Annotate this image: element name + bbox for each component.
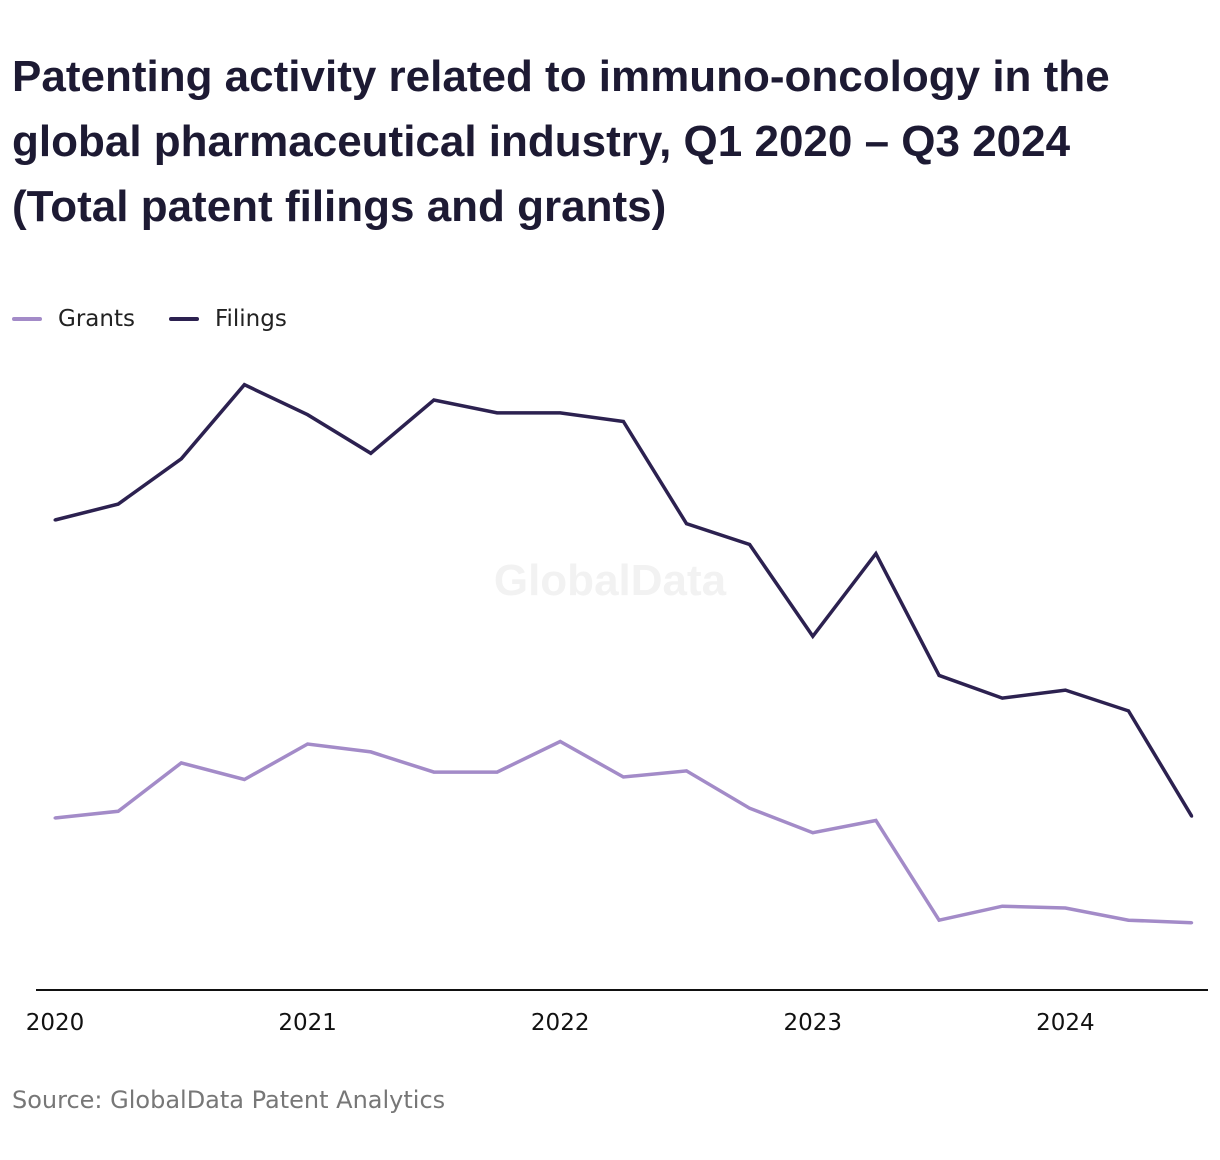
data-point-grants [1000, 904, 1004, 908]
legend-label-filings: Filings [214, 306, 287, 332]
legend-item-filings: Filings [168, 306, 287, 332]
data-point-grants [621, 775, 625, 779]
series-line-grants [54, 739, 1192, 925]
data-point-grants [811, 831, 815, 835]
legend-swatch-grants [12, 317, 42, 321]
data-point-filings [748, 543, 752, 546]
x-tick-label: 2022 [531, 1010, 590, 1036]
legend-swatch-filings [168, 317, 199, 321]
x-tick-label: 2024 [1036, 1010, 1095, 1036]
data-point-filings [116, 502, 120, 506]
source-note: Source: GlobalData Patent Analytics [12, 1086, 446, 1114]
x-tick-label: 2023 [784, 1010, 843, 1036]
data-point-filings [432, 398, 436, 402]
data-point-filings [621, 420, 625, 423]
data-point-grants [306, 742, 310, 746]
x-tick-label: 2021 [278, 1010, 337, 1036]
data-point-filings [811, 634, 815, 638]
data-point-grants [369, 750, 373, 754]
data-point-grants [432, 770, 436, 774]
legend-label-grants: Grants [58, 306, 135, 332]
data-point-filings [1190, 814, 1194, 818]
data-point-grants [685, 769, 688, 773]
data-point-filings [1000, 696, 1004, 700]
data-point-filings [685, 522, 688, 526]
data-point-grants [1190, 921, 1194, 925]
x-tick-label: 2020 [26, 1010, 85, 1036]
data-point-filings [242, 383, 246, 387]
data-point-grants [748, 806, 752, 810]
data-point-filings [369, 451, 373, 455]
data-point-grants [1063, 906, 1067, 910]
legend-item-grants: Grants [12, 306, 135, 332]
data-point-filings [1127, 709, 1130, 713]
data-point-grants [495, 770, 499, 774]
data-point-filings [306, 413, 310, 417]
chart-title: Patenting activity related to immuno-onc… [12, 52, 1110, 231]
data-point-grants [53, 816, 57, 820]
data-point-grants [937, 918, 941, 922]
data-point-filings [558, 411, 562, 415]
data-point-filings [1063, 688, 1067, 692]
legend: Grants Filings [12, 306, 287, 332]
data-point-filings [937, 673, 941, 677]
data-point-filings [495, 411, 499, 415]
data-point-filings [874, 552, 878, 556]
data-point-grants [874, 819, 878, 822]
line-chart: GlobalData 2020 2021 2022 2023 2024 [26, 382, 1208, 1036]
data-point-grants [179, 761, 183, 765]
watermark-text: GlobalData [494, 556, 727, 605]
x-axis-ticks: 2020 2021 2022 2023 2024 [26, 1010, 1095, 1036]
data-point-grants [558, 740, 562, 743]
data-point-grants [242, 778, 246, 781]
data-point-filings [179, 457, 183, 461]
data-point-filings [53, 518, 57, 522]
data-point-grants [1127, 918, 1130, 922]
data-point-grants [116, 809, 120, 813]
series-layer [53, 382, 1194, 925]
